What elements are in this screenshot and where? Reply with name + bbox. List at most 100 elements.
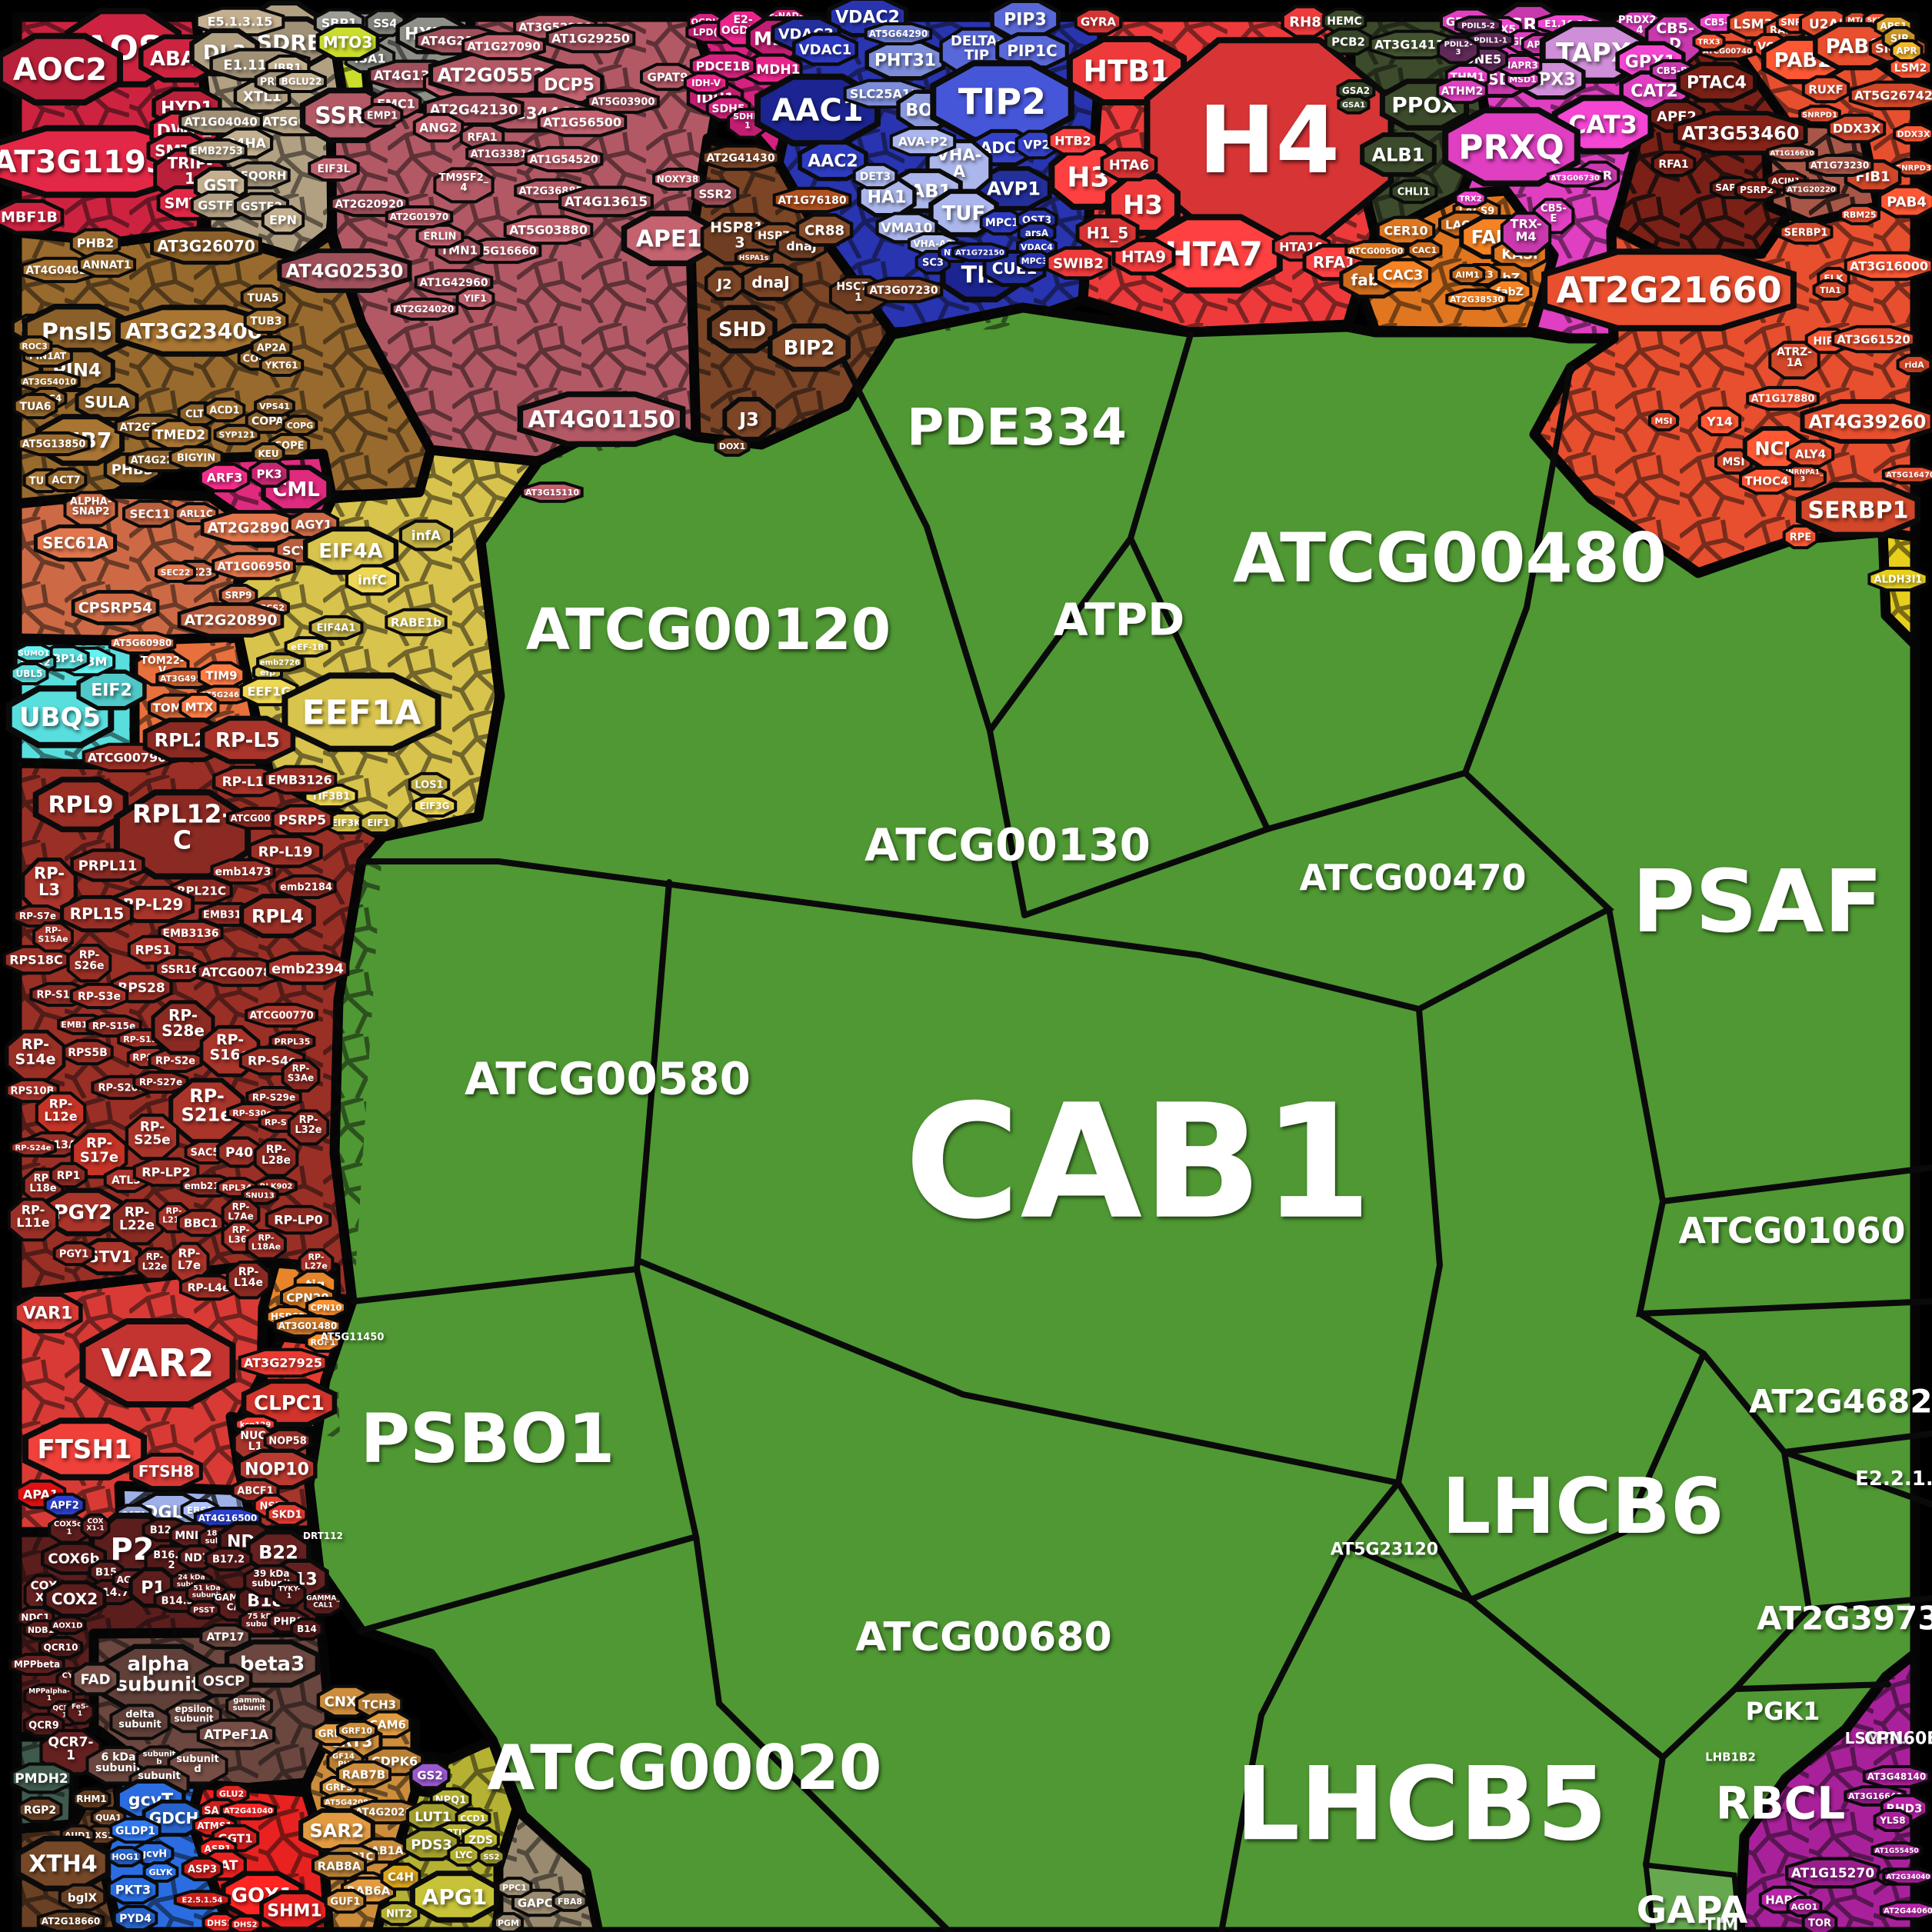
treemap-cell-at2g01970[interactable]: [385, 205, 454, 228]
treemap-cell-rp--s3ae[interactable]: [281, 1058, 321, 1093]
treemap-cell-at5g13850[interactable]: [17, 431, 91, 457]
treemap-cell-rpl15[interactable]: [60, 894, 134, 933]
treemap-cell-at1g20220[interactable]: [1782, 179, 1840, 199]
treemap-cell-htb1[interactable]: [1066, 35, 1188, 106]
treemap-cell-eef1a[interactable]: [281, 672, 441, 752]
treemap-cell-rab8a[interactable]: [311, 1851, 367, 1880]
treemap-cell-h1_5[interactable]: [1075, 214, 1140, 252]
treemap-cell-at5g03880[interactable]: [503, 215, 594, 245]
treemap-cell-sec61a[interactable]: [33, 524, 118, 562]
treemap-cell-yif1[interactable]: [455, 287, 495, 310]
treemap-cell-pab4[interactable]: [1877, 185, 1932, 218]
treemap-cell-aac2[interactable]: [798, 140, 868, 182]
treemap-cell-bip2[interactable]: [768, 323, 851, 372]
treemap-cell-gamma_-cal1[interactable]: [303, 1590, 343, 1617]
treemap-cell-atp17[interactable]: [199, 1623, 251, 1651]
treemap-cell-at3g53460[interactable]: [1673, 111, 1808, 155]
treemap-cell-erlin[interactable]: [415, 223, 465, 249]
treemap-cell-pcb2[interactable]: [1324, 27, 1373, 56]
treemap-cell-at3g48140[interactable]: [1862, 1765, 1931, 1788]
treemap-cell-at5g26742[interactable]: [1848, 80, 1932, 111]
treemap-cell-rpe[interactable]: [1782, 524, 1819, 550]
treemap-cell-e2.5.1.54[interactable]: [173, 1890, 232, 1910]
treemap-cell-emb2753[interactable]: [186, 138, 248, 164]
treemap-cell-at2g38530[interactable]: [1445, 288, 1508, 310]
treemap-cell-snu13[interactable]: [241, 1185, 279, 1205]
treemap-cell-rp--l11e[interactable]: [7, 1198, 59, 1242]
treemap-cell-snrpd1[interactable]: [1798, 105, 1841, 125]
treemap-cell-tua6[interactable]: [12, 392, 58, 420]
treemap-cell-aldh3i1[interactable]: [1867, 566, 1929, 592]
treemap-cell-emb2726[interactable]: [256, 652, 304, 672]
treemap-cell-serbp1[interactable]: [1778, 219, 1834, 245]
treemap-cell-at2g41040[interactable]: [219, 1800, 278, 1820]
treemap-cell-skd1[interactable]: [265, 1501, 308, 1527]
treemap-cell-idh-v[interactable]: [683, 72, 729, 95]
treemap-cell-gs2[interactable]: [409, 1760, 451, 1790]
treemap-cell-at1g55450[interactable]: [1870, 1841, 1923, 1860]
treemap-cell-asp3[interactable]: [181, 1856, 224, 1882]
treemap-cell-ykt61[interactable]: [258, 354, 305, 377]
treemap-cell-ubl5[interactable]: [9, 662, 49, 685]
treemap-cell-rp-lp2[interactable]: [132, 1157, 200, 1188]
treemap-cell-grf10[interactable]: [336, 1720, 378, 1741]
treemap-cell-emb3136[interactable]: [158, 919, 224, 947]
treemap-cell-emb2184[interactable]: [275, 874, 337, 900]
treemap-cell-emp1[interactable]: [361, 102, 404, 128]
treemap-cell-psrp5[interactable]: [271, 804, 334, 836]
treemap-cell-rp--s26e[interactable]: [66, 944, 112, 983]
treemap-cell-ss2[interactable]: [477, 1847, 506, 1867]
treemap-cell-rpl12--c[interactable]: [113, 789, 251, 880]
treemap-cell-at1g15270[interactable]: [1785, 1857, 1880, 1889]
treemap-cell-yls8[interactable]: [1873, 1809, 1913, 1832]
treemap-cell-msi[interactable]: [1648, 410, 1679, 431]
treemap-cell-bigyin[interactable]: [168, 445, 224, 471]
treemap-cell-rab7b[interactable]: [336, 1760, 391, 1789]
treemap-cell-gyra[interactable]: [1074, 7, 1123, 36]
treemap-cell-rbm25[interactable]: [1839, 204, 1880, 225]
treemap-cell-at3g16000[interactable]: [1844, 251, 1932, 281]
treemap-cell-j3[interactable]: [722, 397, 776, 441]
treemap-cell-rpl4[interactable]: [239, 894, 316, 938]
treemap-cell-bglu22[interactable]: [276, 70, 327, 93]
treemap-cell-pmdh2[interactable]: [10, 1762, 73, 1794]
treemap-cell-gamma-subunit[interactable]: [225, 1691, 273, 1720]
treemap-cell-rp--s17e[interactable]: [70, 1129, 128, 1179]
treemap-cell-pyd4[interactable]: [112, 1904, 158, 1932]
treemap-cell-arf3[interactable]: [198, 462, 251, 493]
treemap-cell-ddx3x[interactable]: [1827, 113, 1887, 144]
treemap-cell-rh8[interactable]: [1281, 5, 1330, 38]
treemap-cell-mto3[interactable]: [315, 23, 380, 62]
treemap-cell-rp-s3e[interactable]: [69, 982, 129, 1010]
treemap-cell-eif1[interactable]: [358, 811, 398, 834]
treemap-cell-tia1[interactable]: [1812, 279, 1849, 301]
treemap-cell-glyk[interactable]: [142, 1861, 179, 1883]
treemap-cell-at4g13615[interactable]: [558, 185, 654, 218]
treemap-cell-psst[interactable]: [187, 1600, 221, 1620]
treemap-cell-at1g54520[interactable]: [524, 145, 604, 173]
treemap-cell-gsa1[interactable]: [1337, 95, 1371, 115]
treemap-cell-at2g34040[interactable]: [1882, 1867, 1932, 1886]
treemap-cell-eif4a1[interactable]: [308, 615, 364, 641]
treemap-cell-prxq[interactable]: [1442, 107, 1581, 187]
treemap-cell-det3[interactable]: [852, 162, 898, 190]
treemap-cell-shm1[interactable]: [259, 1890, 330, 1931]
treemap-cell-at2g44060[interactable]: [1879, 1900, 1932, 1920]
treemap-cell-y14[interactable]: [1697, 406, 1742, 437]
treemap-cell-at1g73230[interactable]: [1805, 154, 1874, 177]
treemap-cell-at3g26070[interactable]: [150, 227, 262, 265]
treemap-cell-trx3[interactable]: [1692, 32, 1726, 52]
treemap-cell-at1g33810[interactable]: [465, 141, 539, 167]
treemap-cell-sula[interactable]: [75, 383, 139, 421]
treemap-cell-var2[interactable]: [79, 1318, 236, 1407]
treemap-cell-p40[interactable]: [216, 1136, 262, 1168]
treemap-cell-apr[interactable]: [1890, 39, 1924, 62]
treemap-cell-trx2[interactable]: [1454, 188, 1487, 208]
treemap-cell-rp-l19[interactable]: [248, 834, 323, 868]
treemap-cell-tm9sf2_-4[interactable]: [433, 167, 495, 204]
treemap-cell-at1g06950[interactable]: [212, 551, 296, 581]
treemap-cell-acd1[interactable]: [203, 397, 246, 423]
treemap-cell-aoc2[interactable]: [0, 32, 123, 106]
treemap-cell-vps41[interactable]: [254, 395, 295, 417]
treemap-cell-vdac1[interactable]: [792, 32, 858, 66]
